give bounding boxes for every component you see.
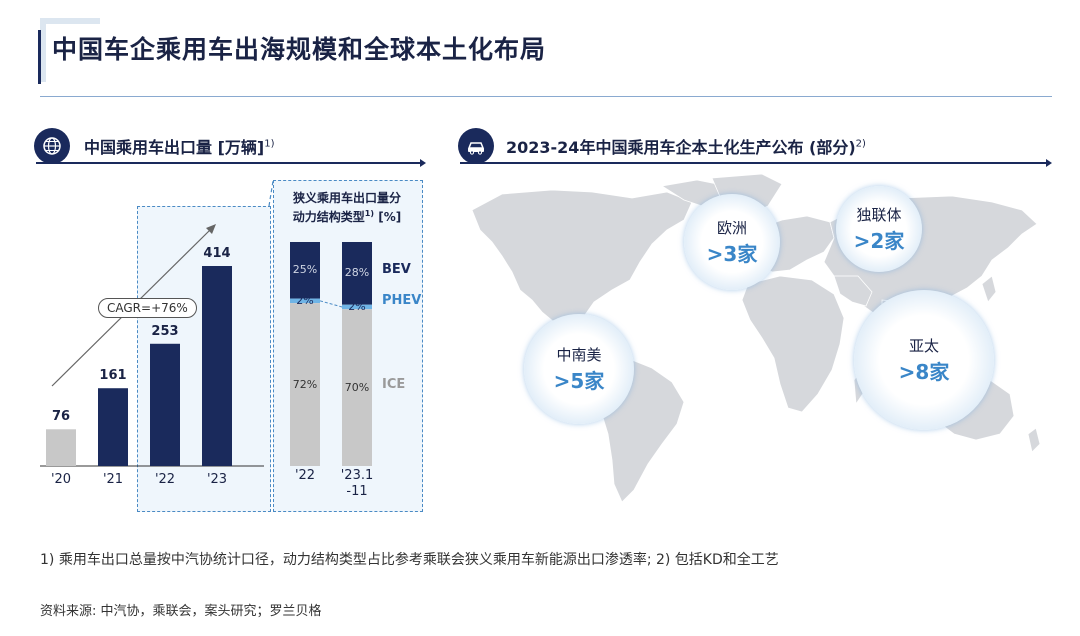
segment-label-ice: 70% [344, 380, 370, 394]
x-tick-label: '23 [206, 472, 228, 487]
segment-label-bev: 28% [344, 266, 370, 280]
bar-value-label: 161 [99, 368, 127, 384]
segment-label-bev: 25% [292, 263, 318, 277]
bar-value-label: 253 [151, 323, 179, 339]
title-accent [38, 30, 41, 84]
region-count: >2家 [853, 229, 905, 253]
legend-bev: BEV [382, 262, 411, 278]
bar-value-label: 76 [51, 409, 71, 425]
bar-y22 [150, 343, 180, 466]
bar-y23 [202, 266, 232, 466]
legend-phev: PHEV [382, 292, 422, 308]
globe-icon [34, 128, 70, 164]
segment-label-phev: 2% [296, 293, 314, 307]
bar-y20 [46, 429, 76, 466]
x-tick-label: '23.1 -11 [340, 468, 374, 499]
region-count: >3家 [706, 242, 758, 266]
connector-line [319, 300, 343, 308]
left-section-underline [36, 162, 420, 164]
x-tick-label: '22 [294, 468, 316, 483]
highlight-connector [268, 180, 274, 207]
powertrain-structure-labels: 25% 2% 72% '22 28% 2% 70% '23.1 -11 BEV PHEV ICE [280, 240, 422, 500]
segment-phev [342, 304, 372, 310]
right-section-title: 2023-24年中国乘用车企本土化生产公布 (部分)2) [506, 138, 866, 157]
region-bubble-latam: 中南美 >5家 [524, 314, 634, 424]
region-name: 中南美 [556, 346, 602, 364]
segment-ice [342, 309, 372, 466]
right-section-underline [460, 162, 1048, 164]
x-tick-label: '21 [102, 472, 124, 487]
legend-ice: ICE [382, 376, 406, 392]
region-count: >5家 [553, 369, 605, 393]
region-name: 欧洲 [716, 219, 747, 237]
title-divider [40, 96, 1052, 97]
cagr-badge: CAGR=+76% [98, 298, 197, 318]
page-title: 中国车企乘用车出海规模和全球本土化布局 [52, 35, 547, 64]
x-tick-label: '22 [154, 472, 176, 487]
segment-label-ice: 72% [292, 377, 318, 391]
region-bubble-apac: 亚太 >8家 [854, 290, 994, 430]
right-section-arrow [1046, 159, 1052, 167]
region-bubble-europe: 欧洲 >3家 [684, 194, 780, 290]
segment-label-phev: 2% [348, 299, 366, 313]
cagr-arrow-head [206, 224, 216, 234]
source-note: 资料来源: 中汽协，乘联会，案头研究；罗兰贝格 [40, 604, 322, 619]
region-count: >8家 [898, 360, 950, 384]
title-decoration [40, 18, 46, 82]
region-bubble-cis: 独联体 >2家 [836, 186, 922, 272]
export-volume-labels: 76 161 253 414 '20 '21 '22 '23 [40, 200, 270, 500]
bar-y21 [98, 388, 128, 466]
segment-ice [290, 303, 320, 466]
region-name: 独联体 [856, 206, 902, 224]
structure-title: 狭义乘用车出口量分 动力结构类型1) [%] [292, 191, 402, 224]
title-decoration-top [40, 18, 100, 24]
car-icon [458, 128, 494, 164]
left-section-arrow [420, 159, 426, 167]
segment-phev [290, 298, 320, 304]
powertrain-structure-chart [290, 242, 372, 466]
region-name: 亚太 [908, 337, 939, 355]
export-volume-chart [40, 224, 264, 467]
footnote: 1) 乘用车出口总量按中汽协统计口径，动力结构类型占比参考乘联会狭义乘用车新能源… [40, 552, 779, 568]
x-tick-label: '20 [50, 472, 72, 487]
segment-bev [290, 242, 320, 299]
segment-bev [342, 242, 372, 305]
left-section-title: 中国乘用车出口量 [万辆]1) [84, 138, 275, 157]
bar-value-label: 414 [203, 246, 231, 261]
